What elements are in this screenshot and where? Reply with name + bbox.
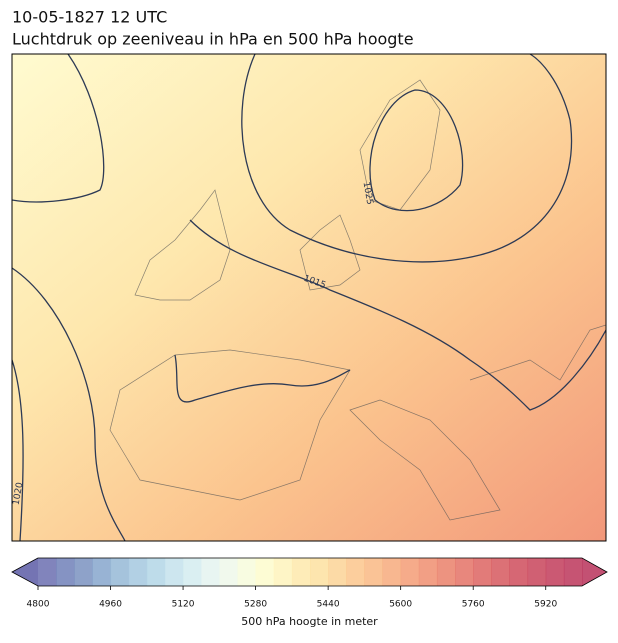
isobar bbox=[12, 54, 105, 203]
colorbar-band bbox=[509, 558, 529, 586]
colorbar-tick-label: 5760 bbox=[462, 600, 485, 610]
colorbar-tick-label: 5280 bbox=[244, 600, 267, 610]
contour-label: 1020 bbox=[12, 481, 26, 506]
isobar bbox=[189, 219, 606, 411]
colorbar-tick-label: 5120 bbox=[172, 600, 195, 610]
colorbar-band bbox=[400, 558, 420, 586]
colorbar-band bbox=[255, 558, 275, 586]
colorbar-label: 500 hPa hoogte in meter bbox=[241, 615, 378, 628]
colorbar-band bbox=[473, 558, 492, 586]
colorbar-band bbox=[183, 558, 202, 586]
isobar bbox=[12, 267, 126, 541]
map: 1025 1015 1020 bbox=[12, 54, 606, 541]
colorbar-band bbox=[310, 558, 329, 586]
colorbar-band bbox=[364, 558, 384, 586]
colorbar-tick-label: 5440 bbox=[317, 600, 340, 610]
isobar bbox=[369, 89, 464, 212]
colorbar-band bbox=[201, 558, 220, 586]
colorbar-band bbox=[455, 558, 474, 586]
colorbar-band bbox=[291, 558, 311, 586]
colorbar-band bbox=[164, 558, 184, 586]
colorbar-band bbox=[328, 558, 347, 586]
map-frame bbox=[11, 53, 607, 542]
colorbar-band bbox=[74, 558, 93, 586]
colorbar-band bbox=[273, 558, 293, 586]
isobar bbox=[241, 54, 573, 263]
isobar bbox=[174, 354, 351, 403]
colorbar-tick-label: 5920 bbox=[534, 600, 557, 610]
colorbar-band bbox=[346, 558, 365, 586]
colorbar-band bbox=[563, 558, 583, 586]
colorbar-frame bbox=[11, 557, 608, 587]
colorbar-band bbox=[418, 558, 438, 586]
map-background bbox=[12, 54, 606, 541]
colorbar-extend bbox=[12, 558, 38, 586]
colorbar-band bbox=[545, 558, 565, 586]
colorbar-tick-label: 4960 bbox=[99, 600, 122, 610]
colorbar-band bbox=[382, 558, 402, 586]
contour-label: 1025 bbox=[361, 181, 375, 205]
subtitle: Luchtdruk op zeeniveau in hPa en 500 hPa… bbox=[12, 30, 414, 49]
colorbar-band bbox=[219, 558, 238, 586]
colorbar-band bbox=[146, 558, 166, 586]
coastline bbox=[109, 79, 606, 521]
colorbar-band bbox=[237, 558, 257, 586]
colorbar-tick-label: 4800 bbox=[27, 600, 50, 610]
colorbar: 4800 4960 5120 5280 5440 5600 5760 5920 500 hPa … bbox=[11, 557, 608, 628]
colorbar-band bbox=[56, 558, 75, 586]
colorbar-band bbox=[110, 558, 130, 586]
isobar bbox=[12, 359, 24, 541]
title: 10-05-1827 12 UTC bbox=[12, 8, 167, 27]
colorbar-tick-label: 5600 bbox=[389, 600, 412, 610]
colorbar-extend bbox=[582, 558, 607, 586]
colorbar-band bbox=[92, 558, 112, 586]
colorbar-band bbox=[128, 558, 148, 586]
colorbar-band bbox=[38, 558, 57, 586]
colorbar-band bbox=[436, 558, 456, 586]
colorbar-band bbox=[491, 558, 510, 586]
colorbar-band bbox=[527, 558, 547, 586]
